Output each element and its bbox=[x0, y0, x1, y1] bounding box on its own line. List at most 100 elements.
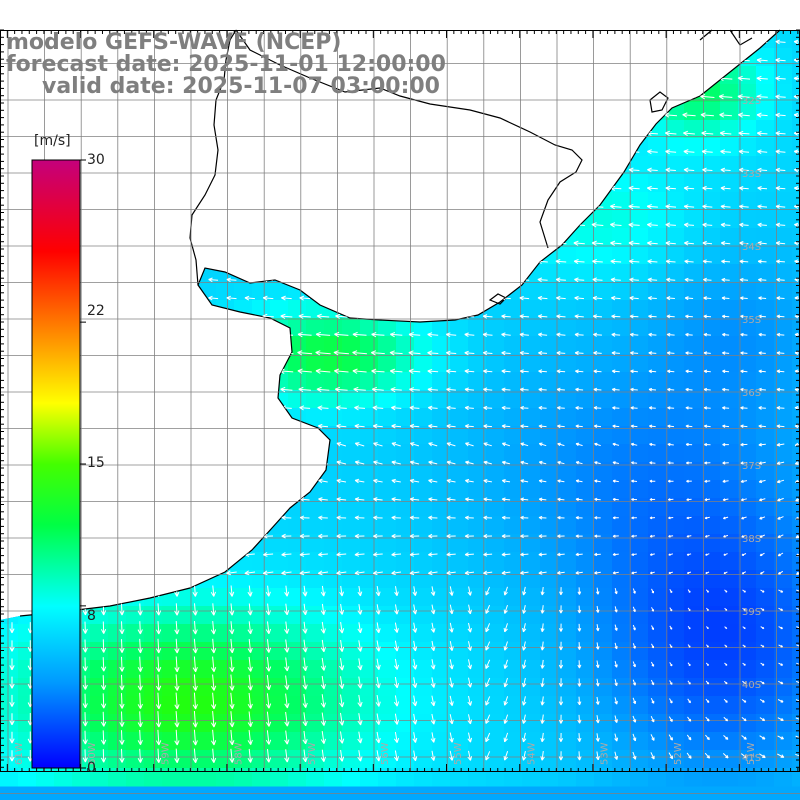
speed-cell bbox=[702, 480, 721, 499]
wind-arrow bbox=[174, 621, 180, 635]
wind-arrow bbox=[667, 498, 674, 501]
speed-cell bbox=[324, 318, 343, 337]
speed-cell bbox=[594, 390, 613, 409]
wind-arrow bbox=[738, 167, 749, 173]
wind-arrow bbox=[646, 204, 658, 210]
wind-arrow bbox=[247, 639, 253, 653]
speed-cell bbox=[144, 714, 163, 733]
speed-cell bbox=[414, 552, 433, 571]
speed-cell bbox=[396, 660, 415, 679]
wind-arrow bbox=[577, 751, 582, 761]
speed-cell bbox=[198, 714, 217, 733]
wind-arrow bbox=[778, 589, 784, 593]
speed-cell bbox=[756, 462, 775, 481]
wind-arrow bbox=[776, 406, 785, 410]
wind-arrow bbox=[226, 570, 237, 576]
wind-arrow bbox=[760, 607, 765, 611]
speed-cell bbox=[486, 660, 505, 679]
wind-arrow bbox=[485, 677, 491, 688]
wind-arrow bbox=[740, 314, 748, 319]
wind-arrow bbox=[776, 259, 785, 264]
wind-arrow bbox=[741, 717, 747, 722]
speed-cell bbox=[774, 516, 793, 535]
wind-arrow bbox=[394, 604, 399, 615]
speed-cell bbox=[360, 606, 379, 625]
wind-arrow bbox=[354, 442, 365, 447]
wind-arrow bbox=[501, 424, 511, 429]
wind-arrow bbox=[467, 604, 472, 615]
speed-cell bbox=[360, 390, 379, 409]
wind-arrow bbox=[318, 478, 328, 484]
speed-cell bbox=[216, 768, 235, 787]
wind-arrow bbox=[412, 640, 418, 652]
speed-cell bbox=[738, 588, 757, 607]
wind-arrow bbox=[611, 314, 621, 319]
speed-cell bbox=[396, 516, 415, 535]
speed-cell bbox=[342, 354, 361, 373]
wind-arrow bbox=[703, 296, 712, 301]
wind-arrow bbox=[155, 729, 162, 746]
wind-arrow bbox=[702, 204, 713, 209]
wind-arrow bbox=[632, 751, 637, 760]
wind-arrow bbox=[595, 751, 600, 761]
wind-arrow bbox=[665, 259, 676, 264]
wind-arrow bbox=[723, 716, 729, 722]
speed-cell bbox=[702, 300, 721, 319]
coastline bbox=[19, 29, 781, 617]
speed-cell bbox=[720, 588, 739, 607]
wind-arrow bbox=[775, 131, 786, 136]
speed-cell bbox=[504, 552, 523, 571]
speed-cell bbox=[288, 624, 307, 643]
wind-arrow bbox=[757, 167, 768, 173]
speed-cell bbox=[684, 336, 703, 355]
speed-cell bbox=[576, 336, 595, 355]
speed-cell bbox=[504, 408, 523, 427]
speed-cell bbox=[630, 390, 649, 409]
wind-arrow bbox=[631, 479, 638, 483]
wind-arrow bbox=[391, 405, 402, 411]
wind-arrow bbox=[648, 332, 657, 337]
wind-arrow bbox=[776, 314, 785, 319]
speed-cell bbox=[702, 714, 721, 733]
speed-cell bbox=[738, 768, 757, 787]
speed-cell bbox=[792, 102, 800, 121]
longitude-label-56w: 56W bbox=[380, 742, 391, 765]
speed-cell bbox=[792, 354, 800, 373]
speed-cell bbox=[522, 462, 541, 481]
latitude-label-32s: 32S bbox=[742, 96, 761, 107]
wind-arrow bbox=[593, 369, 602, 374]
wind-arrow bbox=[409, 405, 420, 411]
speed-cell bbox=[684, 552, 703, 571]
wind-arrow bbox=[339, 604, 345, 615]
speed-cell bbox=[630, 678, 649, 697]
speed-cell bbox=[702, 444, 721, 463]
speed-cell bbox=[522, 426, 541, 445]
speed-cell bbox=[702, 660, 721, 679]
wind-arrow bbox=[522, 586, 527, 596]
speed-cell bbox=[774, 552, 793, 571]
wind-arrow bbox=[9, 658, 15, 671]
wind-arrow bbox=[683, 222, 695, 228]
speed-cell bbox=[666, 408, 685, 427]
wind-arrow bbox=[247, 730, 253, 745]
speed-cell bbox=[756, 390, 775, 409]
wind-arrow bbox=[354, 552, 365, 557]
wind-arrow bbox=[519, 387, 529, 392]
wind-arrow bbox=[174, 603, 180, 616]
wind-arrow bbox=[702, 259, 712, 264]
speed-cell bbox=[738, 678, 757, 697]
wind-arrow bbox=[391, 497, 401, 502]
wind-arrow bbox=[758, 296, 767, 301]
wind-arrow bbox=[538, 479, 547, 483]
speed-cell bbox=[792, 192, 800, 211]
speed-cell bbox=[774, 282, 793, 301]
speed-cell bbox=[594, 696, 613, 715]
wind-arrow bbox=[737, 75, 751, 82]
wind-arrow bbox=[793, 112, 800, 118]
speed-cell bbox=[792, 732, 800, 751]
speed-cell bbox=[594, 246, 613, 265]
wind-arrow bbox=[723, 553, 728, 556]
speed-cell bbox=[378, 750, 397, 769]
wind-arrow bbox=[522, 677, 527, 688]
speed-cell bbox=[414, 372, 433, 391]
